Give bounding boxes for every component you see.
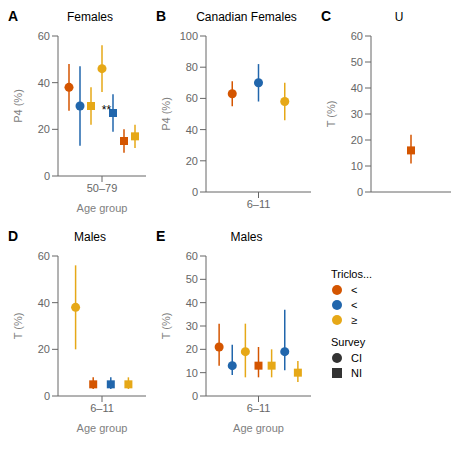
svg-text:20: 20: [186, 343, 198, 355]
svg-text:60: 60: [186, 250, 198, 262]
svg-text:6–11: 6–11: [90, 402, 114, 414]
svg-text:P4 (%): P4 (%): [12, 89, 24, 123]
svg-text:P4 (%): P4 (%): [160, 97, 172, 131]
svg-text:60: 60: [186, 92, 198, 104]
html-text:Females: Females: [67, 10, 113, 24]
svg-text:0: 0: [192, 186, 198, 198]
svg-text:T (%): T (%): [12, 313, 24, 340]
svg-text:30: 30: [351, 108, 363, 120]
svg-text:80: 80: [186, 61, 198, 73]
html-text:B: B: [156, 8, 167, 24]
svg-text:6–11: 6–11: [247, 198, 271, 210]
svg-text:T (%): T (%): [160, 313, 172, 340]
svg-text:Age group: Age group: [77, 422, 128, 434]
svg-text:20: 20: [351, 134, 363, 146]
svg-text:40: 40: [38, 297, 50, 309]
html-text:D: D: [8, 228, 19, 244]
svg-text:10: 10: [351, 160, 363, 172]
svg-text:40: 40: [351, 82, 363, 94]
html-text:C: C: [321, 8, 332, 24]
svg-text:50–79: 50–79: [87, 182, 118, 194]
html-text:Males: Males: [74, 230, 106, 244]
svg-text:40: 40: [186, 124, 198, 136]
svg-text:0: 0: [44, 390, 50, 402]
svg-text:50: 50: [351, 56, 363, 68]
html-text:Males: Males: [230, 230, 263, 244]
svg-text:20: 20: [38, 123, 50, 135]
html-text:CI: CI: [351, 352, 362, 364]
svg-text:60: 60: [38, 30, 50, 42]
svg-text:T (%): T (%): [325, 101, 337, 128]
svg-text:10: 10: [186, 367, 198, 379]
svg-text:Age group: Age group: [77, 202, 128, 214]
html-text:U: U: [394, 10, 404, 24]
svg-text:20: 20: [186, 155, 198, 167]
svg-text:100: 100: [180, 30, 198, 42]
html-text:NI: NI: [351, 367, 362, 379]
html-text:A: A: [8, 8, 19, 24]
html-text:Canadian Females: Canadian Females: [196, 10, 297, 24]
html-text:E: E: [156, 228, 166, 244]
html-text:Survey: Survey: [331, 336, 366, 348]
svg-text:0: 0: [192, 390, 198, 402]
svg-text:40: 40: [186, 297, 198, 309]
svg-text:60: 60: [38, 250, 50, 262]
svg-text:0: 0: [44, 170, 50, 182]
html-text:Triclos...: Triclos...: [331, 268, 373, 280]
svg-text:40: 40: [38, 77, 50, 89]
svg-text:50: 50: [186, 273, 198, 285]
svg-text:0: 0: [357, 186, 363, 198]
svg-text:20: 20: [38, 343, 50, 355]
svg-text:Age group: Age group: [233, 422, 284, 434]
svg-text:30: 30: [186, 320, 198, 332]
svg-text:60: 60: [351, 30, 363, 42]
svg-text:6–11: 6–11: [247, 402, 271, 414]
